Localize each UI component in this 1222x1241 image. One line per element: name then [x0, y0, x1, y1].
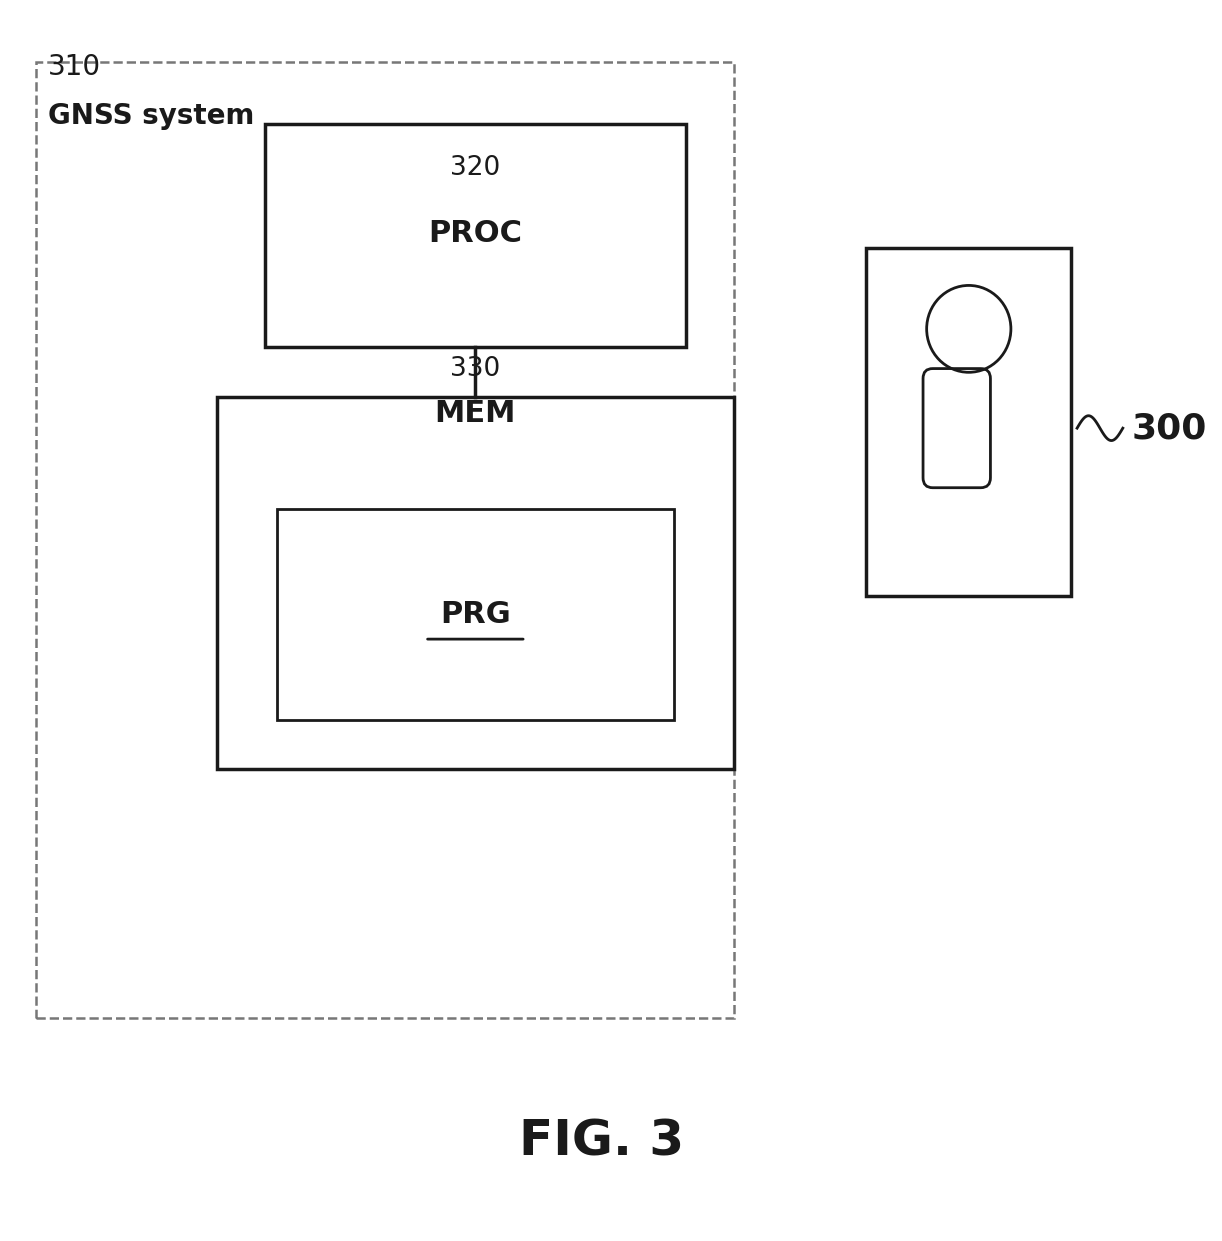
- Text: PROC: PROC: [429, 218, 522, 248]
- Text: 310: 310: [48, 52, 101, 81]
- Bar: [37, 62, 734, 1018]
- Text: MEM: MEM: [435, 398, 516, 428]
- Text: PRG: PRG: [440, 599, 511, 629]
- Text: FIG. 3: FIG. 3: [519, 1118, 684, 1165]
- Bar: [288, 521, 662, 707]
- Bar: [279, 139, 672, 333]
- Bar: [277, 509, 673, 720]
- Bar: [216, 397, 734, 769]
- Text: 320: 320: [450, 155, 501, 180]
- Bar: [866, 248, 1070, 596]
- Text: 300: 300: [1132, 411, 1206, 446]
- Bar: [879, 261, 1059, 583]
- Text: 330: 330: [450, 356, 501, 381]
- Bar: [265, 124, 686, 347]
- Bar: [231, 412, 720, 755]
- Text: GNSS system: GNSS system: [48, 102, 254, 130]
